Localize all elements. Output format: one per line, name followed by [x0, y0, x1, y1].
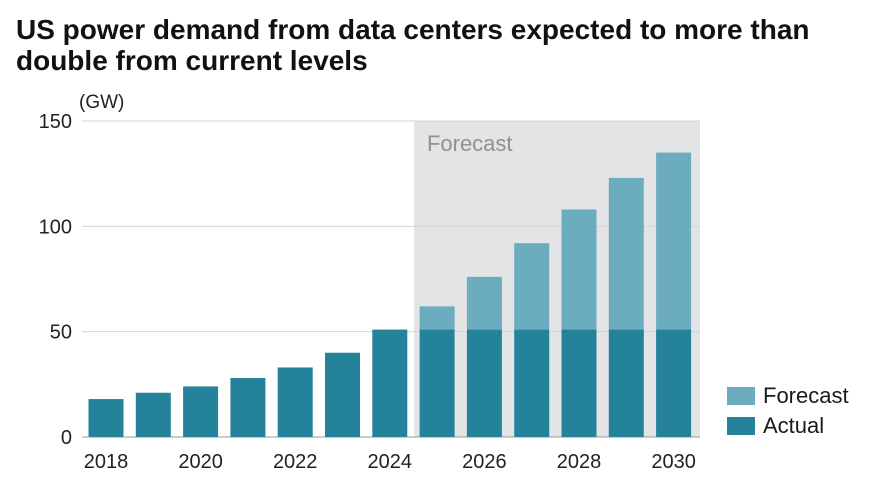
legend-item-forecast: Forecast [727, 382, 849, 410]
x-tick-label-2030: 2030 [651, 451, 696, 473]
legend-swatch-forecast [727, 387, 755, 405]
y-tick-label-100: 100 [39, 216, 72, 238]
y-axis-unit-label: (GW) [79, 92, 125, 113]
bar-actual-2024 [372, 329, 408, 437]
bar-forecast-2029 [608, 177, 644, 330]
bar-actual-2029 [608, 329, 644, 437]
chart-title: US power demand from data centers expect… [16, 14, 810, 76]
bar-forecast-2025 [419, 306, 455, 330]
bar-actual-2030 [656, 329, 692, 437]
x-tick-label-2028: 2028 [557, 451, 602, 473]
bar-actual-2023 [325, 352, 360, 437]
legend-swatch-actual [727, 417, 755, 435]
bar-actual-2021 [230, 378, 266, 437]
legend-label-actual: Actual [763, 413, 825, 438]
bar-actual-2027 [514, 329, 550, 437]
x-tick-label-2020: 2020 [178, 451, 223, 473]
bar-actual-2028 [561, 329, 597, 437]
forecast-region [413, 121, 700, 437]
bar-actual-2025 [419, 329, 455, 437]
bar-actual-2020 [183, 386, 219, 437]
bar-forecast-2026 [466, 276, 502, 330]
y-tick-label-150: 150 [39, 111, 72, 133]
legend: Forecast Actual [727, 382, 849, 442]
y-tick-label-0: 0 [61, 427, 72, 449]
bar-forecast-2030 [656, 152, 692, 330]
bar-actual-2019 [135, 392, 171, 437]
legend-label-forecast: Forecast [763, 383, 849, 408]
bar-actual-2018 [88, 399, 124, 437]
y-tick-label-50: 50 [50, 322, 72, 344]
bar-forecast-2027 [514, 243, 550, 330]
legend-item-actual: Actual [727, 412, 849, 440]
bar-actual-2022 [277, 367, 313, 437]
x-tick-label-2024: 2024 [368, 451, 413, 473]
bar-forecast-2028 [561, 209, 597, 330]
x-tick-label-2022: 2022 [273, 451, 318, 473]
x-tick-label-2026: 2026 [462, 451, 507, 473]
x-tick-label-2018: 2018 [84, 451, 129, 473]
bar-actual-2026 [466, 329, 502, 437]
forecast-region-label: Forecast [427, 131, 513, 156]
